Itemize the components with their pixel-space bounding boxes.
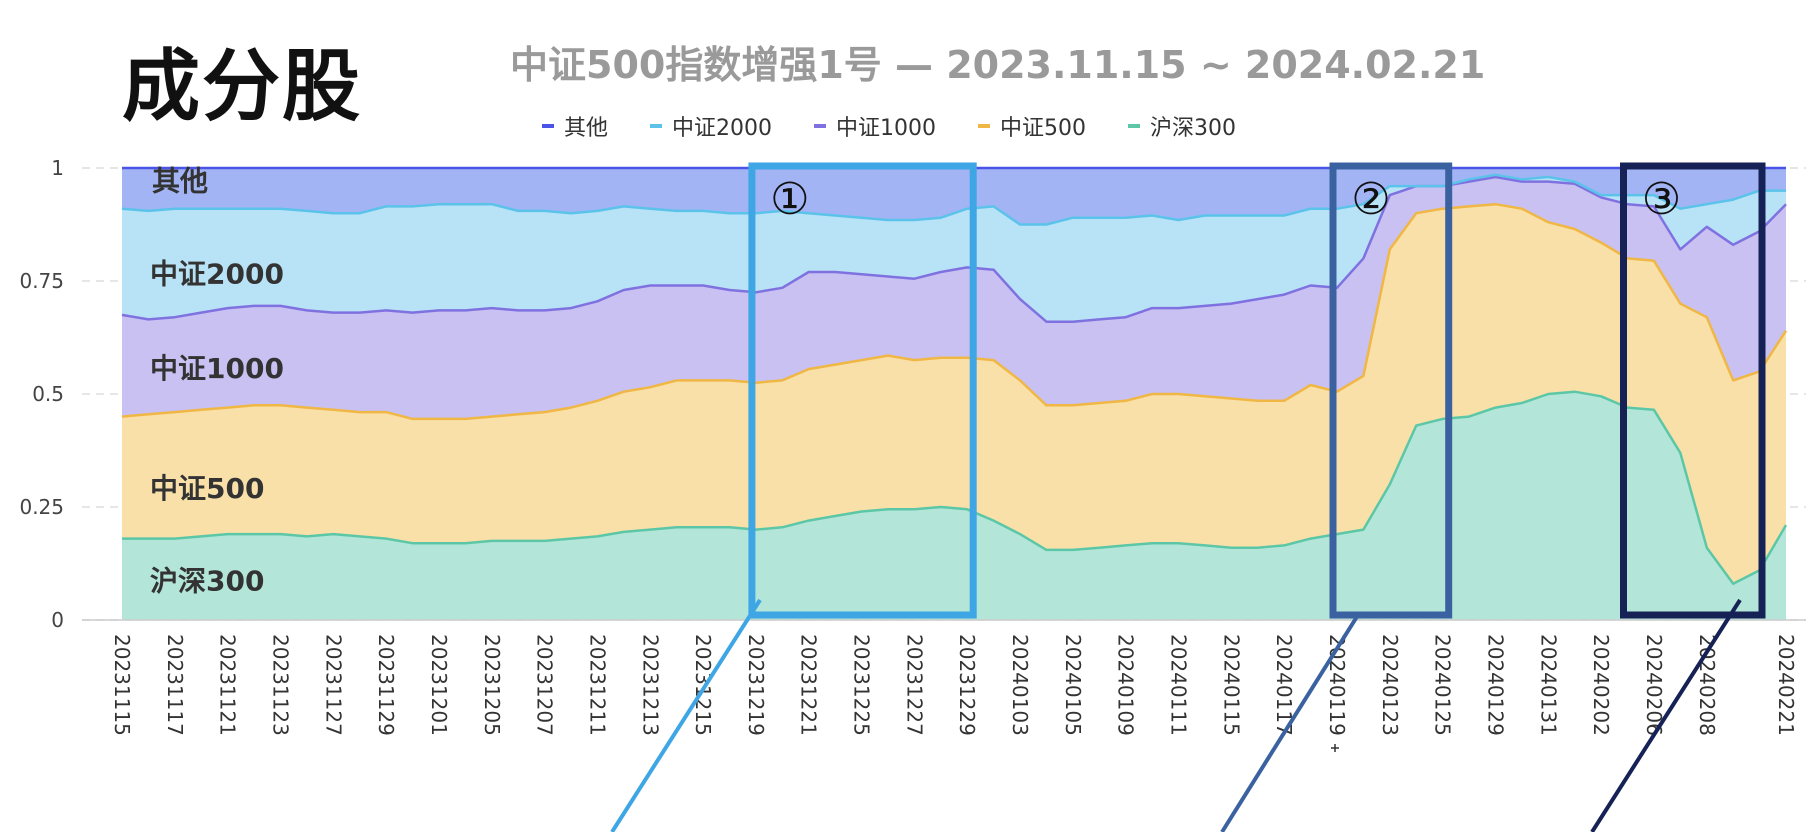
x-tick-label: 20231129 bbox=[374, 634, 398, 736]
x-tick-label: 20231127 bbox=[321, 634, 345, 736]
line-series-2 bbox=[121, 175, 1787, 323]
annotation-pointer-1 bbox=[610, 598, 762, 832]
annotation-label-1: ① bbox=[770, 174, 809, 225]
area-label: 中证500 bbox=[150, 472, 264, 505]
legend-item-csi1000[interactable]: 中证1000 bbox=[814, 110, 936, 142]
legend-item-csi2000[interactable]: 中证2000 bbox=[650, 110, 772, 142]
annotation-pointer-2 bbox=[1220, 613, 1360, 832]
legend-item-hs300[interactable]: 沪深300 bbox=[1128, 110, 1236, 142]
legend-label-csi2000: 中证2000 bbox=[672, 116, 773, 141]
legend-swatch-hs300 bbox=[1128, 124, 1141, 128]
y-tick-label: 1 bbox=[51, 156, 64, 180]
line-series-0 bbox=[122, 390, 1788, 586]
legend-label-csi1000: 中证1000 bbox=[836, 116, 937, 141]
x-tick-label: 20240131 bbox=[1536, 634, 1560, 736]
area-series-2 bbox=[122, 177, 1786, 419]
legend-item-other[interactable]: 其他 bbox=[542, 110, 608, 142]
x-tick-label: 20231219 bbox=[744, 634, 768, 736]
slide-headline: 成分股 bbox=[122, 42, 363, 132]
x-tick-label: 20240111 bbox=[1167, 634, 1191, 736]
area-label: 沪深300 bbox=[150, 565, 264, 598]
area-label: 其他 bbox=[152, 165, 208, 198]
x-tick-label: 20240115 bbox=[1219, 634, 1243, 736]
legend-swatch-csi2000 bbox=[650, 124, 663, 128]
x-tick-label: 20231205 bbox=[480, 634, 504, 736]
area-label: 中证1000 bbox=[150, 352, 284, 385]
x-tick-label: 20231121 bbox=[216, 634, 240, 736]
area-label: 中证2000 bbox=[150, 257, 284, 290]
x-tick-label: 20240103 bbox=[1008, 634, 1032, 736]
x-tick-label: 20231115 bbox=[110, 634, 134, 736]
area-series-0 bbox=[122, 391, 1786, 620]
annotation-label-2: ② bbox=[1351, 174, 1390, 225]
legend-label-hs300: 沪深300 bbox=[1150, 116, 1237, 141]
x-tick-label: 20231117 bbox=[163, 634, 187, 736]
x-tick-label: 20240125 bbox=[1431, 634, 1455, 736]
y-tick-label: 0.5 bbox=[32, 382, 64, 406]
x-tick-label: 20231213 bbox=[638, 634, 662, 736]
line-series-1 bbox=[121, 202, 1788, 421]
x-tick-label: 20240105 bbox=[1061, 634, 1085, 736]
x-tick-label: 20240202 bbox=[1589, 634, 1613, 736]
area-series-1 bbox=[122, 204, 1786, 584]
annotation-label-3: ③ bbox=[1642, 174, 1681, 225]
x-tick-label: 20240109 bbox=[1114, 634, 1138, 736]
x-tick-label: 20231229 bbox=[955, 634, 979, 736]
y-tick-label: 0 bbox=[51, 608, 64, 632]
annotation-box-1 bbox=[748, 162, 977, 619]
chart-legend: 其他 中证2000 中证1000 中证500 沪深300 bbox=[542, 110, 1236, 142]
annotation-box-3 bbox=[1620, 162, 1766, 619]
x-tick-label: 20231207 bbox=[533, 634, 557, 736]
y-tick-label: 0.25 bbox=[19, 495, 64, 519]
x-tick-label: 20240129 bbox=[1484, 634, 1508, 736]
chart-title: 中证500指数增强1号 — 2023.11.15 ~ 2024.02.21 bbox=[510, 43, 1486, 87]
legend-label-csi500: 中证500 bbox=[1000, 116, 1087, 141]
x-tick-label: 20240221 bbox=[1774, 634, 1798, 736]
legend-swatch-csi500 bbox=[978, 124, 991, 128]
x-tick-label: 20231211 bbox=[585, 634, 609, 736]
x-tick-label: 20240123 bbox=[1378, 634, 1402, 736]
annotation-pointer-3 bbox=[1590, 598, 1742, 832]
legend-item-csi500[interactable]: 中证500 bbox=[978, 110, 1086, 142]
x-tick-label: 20231221 bbox=[797, 634, 821, 736]
x-tick-label: 20231201 bbox=[427, 634, 451, 736]
x-tick-label: 20231215 bbox=[691, 634, 715, 736]
legend-swatch-csi1000 bbox=[814, 124, 827, 128]
x-tick-label: 20231123 bbox=[269, 634, 293, 736]
y-tick-label: 0.75 bbox=[19, 269, 64, 293]
x-tick-label: 20231227 bbox=[902, 634, 926, 736]
legend-swatch-other bbox=[542, 124, 554, 128]
line-series-3 bbox=[121, 173, 1786, 226]
annotation-box-2 bbox=[1329, 162, 1453, 619]
x-tick-label: 20231225 bbox=[850, 634, 874, 736]
legend-label-other: 其他 bbox=[564, 116, 609, 141]
